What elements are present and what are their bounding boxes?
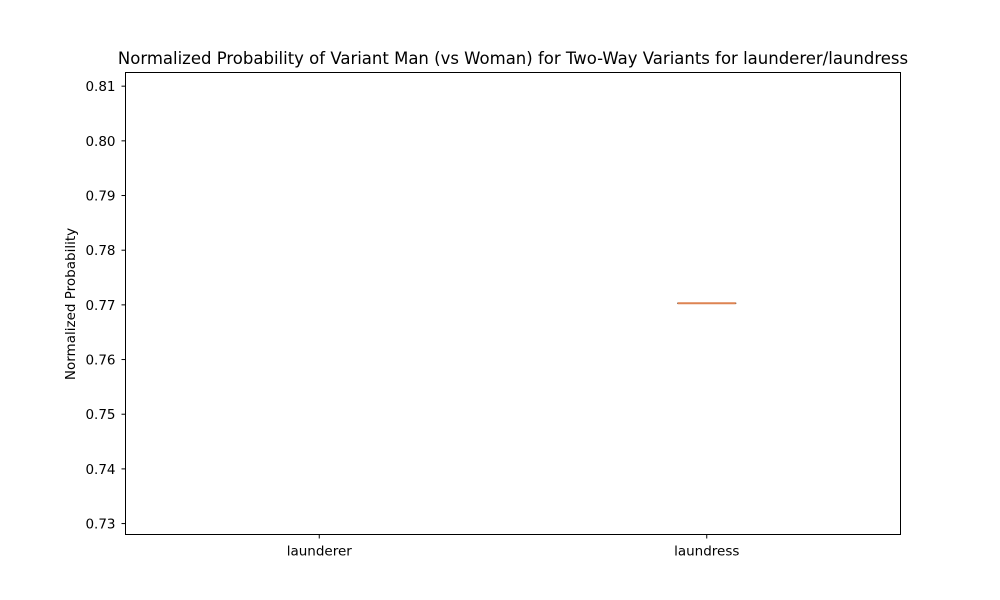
y-tick-label: 0.77 [85, 298, 115, 314]
y-tick-label: 0.76 [85, 353, 115, 369]
x-tick-label-laundress: laundress [674, 544, 739, 560]
y-axis-label: Normalized Probability [63, 228, 79, 380]
y-tick-label: 0.75 [85, 407, 115, 423]
y-tick-label: 0.78 [85, 243, 115, 259]
y-tick-label: 0.74 [85, 462, 115, 478]
chart-title: Normalized Probability of Variant Man (v… [118, 49, 908, 68]
y-axis-ticks: 0.73 0.74 0.75 0.76 0.77 0.78 0.79 0.80 0.81 [85, 79, 126, 533]
y-tick-label: 0.73 [85, 517, 115, 533]
x-tick-label-launderer: launderer [287, 544, 353, 560]
y-tick-label: 0.80 [85, 134, 115, 150]
plot-area-frame [125, 72, 901, 535]
y-tick-label: 0.81 [85, 79, 115, 95]
x-axis-ticks: launderer laundress [287, 534, 739, 560]
y-tick-label: 0.79 [85, 189, 115, 205]
